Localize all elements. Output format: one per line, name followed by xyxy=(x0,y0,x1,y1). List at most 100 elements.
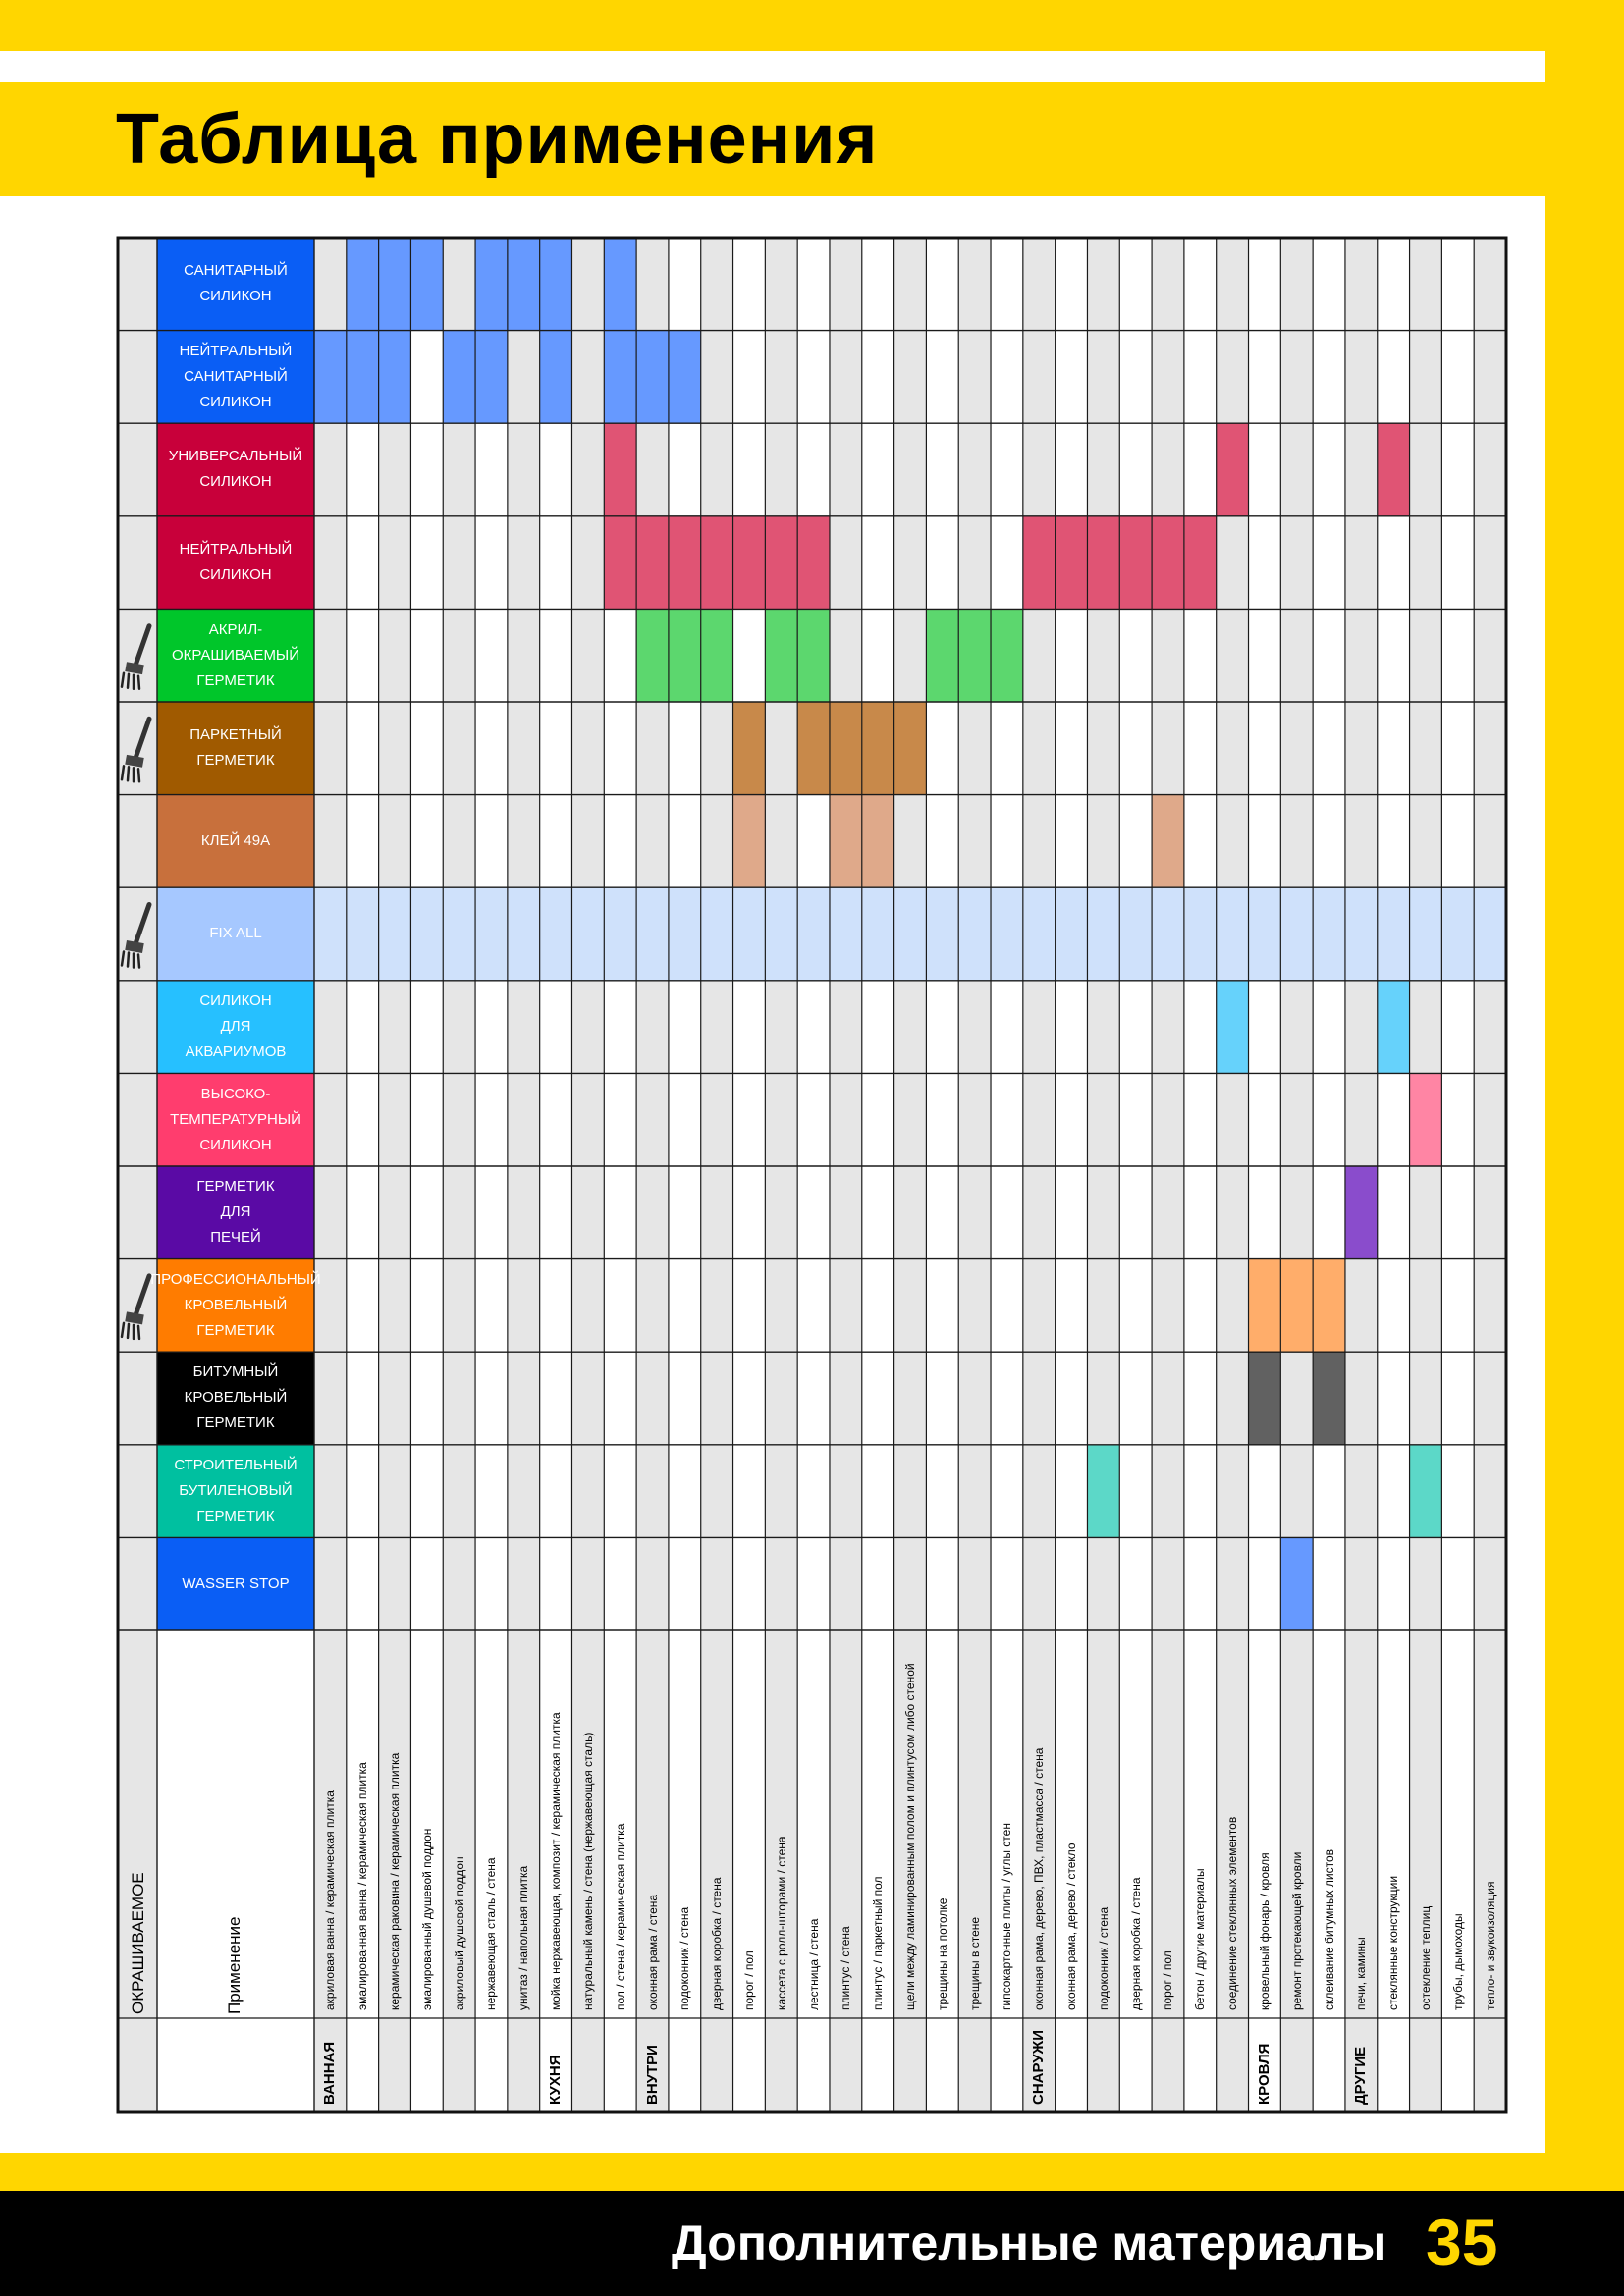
product-label-cell xyxy=(157,1258,314,1353)
application-fill xyxy=(475,238,508,331)
application-fill xyxy=(346,887,379,981)
application-label: дверная коробка / стена xyxy=(1128,1877,1143,2010)
title-band xyxy=(0,82,1545,196)
product-name: САНИТАРНЫЙ СИЛИКОН xyxy=(184,262,288,305)
application-fill xyxy=(507,238,540,331)
application-fill xyxy=(410,887,444,981)
application-label: трещины в стене xyxy=(967,1916,982,2010)
column-bg xyxy=(314,238,347,2112)
application-label: тепло- и звукоизоляция xyxy=(1483,1881,1497,2010)
application-fill xyxy=(829,794,862,888)
application-fill xyxy=(1344,1166,1378,1259)
application-fill xyxy=(1248,1352,1281,1445)
application-fill xyxy=(765,609,798,702)
product-label-cell xyxy=(157,1166,314,1259)
product-name: АКРИЛ- ОКРАШИВАЕМЫЙ ГЕРМЕТИК xyxy=(171,620,299,689)
application-fill xyxy=(636,330,669,424)
category-label: КУХНЯ xyxy=(547,2055,565,2105)
application-fill xyxy=(1022,887,1056,981)
table-border xyxy=(116,236,1508,2114)
product-name: ПРОФЕССИОНАЛЬНЫЙ КРОВЕЛЬНЫЙ ГЕРМЕТИК xyxy=(150,1270,321,1339)
application-label: акриловый душевой поддон xyxy=(452,1856,466,2010)
column-bg xyxy=(1441,238,1475,2112)
application-fill xyxy=(861,702,894,795)
application-fill xyxy=(378,238,411,331)
column-bg xyxy=(539,238,572,2112)
column-bg xyxy=(443,238,476,2112)
footer-bar xyxy=(0,2191,1624,2296)
column-bg xyxy=(991,238,1023,2112)
application-fill xyxy=(732,887,766,981)
application-label: остекление теплиц xyxy=(1418,1905,1433,2010)
application-label: порог / пол xyxy=(741,1950,756,2010)
application-fill xyxy=(1280,1537,1314,1630)
application-fill xyxy=(1022,515,1056,610)
column-bg xyxy=(378,238,411,2112)
application-fill xyxy=(797,887,830,981)
application-fill xyxy=(1409,1444,1442,1538)
application-fill xyxy=(732,794,766,888)
category-label: ВНУТРИ xyxy=(643,2045,661,2105)
application-fill xyxy=(1055,515,1088,610)
page-number: 35 xyxy=(1426,2206,1498,2278)
application-fill xyxy=(668,609,701,702)
application-label: мойка нержавеющая, композит / керамическ… xyxy=(549,1712,564,2010)
application-label: нержавеющая сталь / стена xyxy=(484,1857,499,2010)
application-fill xyxy=(604,423,637,516)
application-fill xyxy=(475,330,508,424)
product-name: НЕЙТРАЛЬНЫЙ СИЛИКОН xyxy=(179,541,293,584)
column-bg xyxy=(1313,238,1345,2112)
application-fill xyxy=(1119,515,1153,610)
application-fill xyxy=(636,515,669,610)
paint-brush-icon xyxy=(120,623,152,690)
application-fill xyxy=(314,887,347,981)
application-fill xyxy=(539,238,572,331)
application-fill xyxy=(861,887,894,981)
product-label-cell xyxy=(157,609,314,702)
application-label: печи, камины xyxy=(1354,1937,1369,2010)
column-bg xyxy=(861,238,894,2112)
application-fill xyxy=(1313,1352,1345,1445)
product-name: FIX ALL xyxy=(209,925,262,942)
application-label: акриловая ванна / керамическая плитка xyxy=(323,1790,338,2010)
application-fill xyxy=(668,515,701,610)
application-label: подоконник / стена xyxy=(1096,1906,1110,2010)
application-fill xyxy=(797,702,830,795)
application-fill xyxy=(1441,887,1475,981)
application-fill xyxy=(1087,887,1120,981)
application-fill xyxy=(1152,794,1184,888)
application-fill xyxy=(797,515,830,610)
paint-brush-icon xyxy=(120,902,152,969)
application-fill xyxy=(1313,1258,1345,1353)
application-label: керамическая раковина / керамическая пли… xyxy=(388,1752,403,2010)
application-fill xyxy=(1409,887,1442,981)
application-label: лестница / стена xyxy=(806,1918,821,2010)
application-label: щели между ламинированным полом и плинту… xyxy=(903,1663,917,2010)
application-fill xyxy=(829,887,862,981)
column-bg xyxy=(1474,238,1506,2112)
product-name: СТРОИТЕЛЬНЫЙ БУТИЛЕНОВЫЙ ГЕРМЕТИК xyxy=(174,1457,298,1525)
product-name: БИТУМНЫЙ КРОВЕЛЬНЫЙ ГЕРМЕТИК xyxy=(184,1363,288,1432)
product-name: ПАРКЕТНЫЙ ГЕРМЕТИК xyxy=(189,726,282,770)
application-fill xyxy=(1216,423,1249,516)
product-label-cell xyxy=(157,1444,314,1538)
application-fill xyxy=(604,330,637,424)
application-label: бетон / другие материалы xyxy=(1193,1868,1208,2010)
application-label: стеклянные конструкции xyxy=(1386,1875,1401,2010)
product-label-cell xyxy=(157,1352,314,1445)
application-fill xyxy=(797,609,830,702)
application-fill xyxy=(732,515,766,610)
product-label-cell xyxy=(157,238,314,331)
application-fill xyxy=(926,887,959,981)
application-fill xyxy=(378,887,411,981)
paint-brush-icon xyxy=(120,716,152,783)
application-fill xyxy=(1183,887,1217,981)
application-fill xyxy=(700,887,733,981)
column-bg xyxy=(926,238,959,2112)
application-fill xyxy=(1377,887,1410,981)
application-fill xyxy=(1248,1258,1281,1353)
application-fill xyxy=(507,887,540,981)
application-fill xyxy=(636,609,669,702)
application-label: трещины на потолке xyxy=(935,1897,949,2010)
